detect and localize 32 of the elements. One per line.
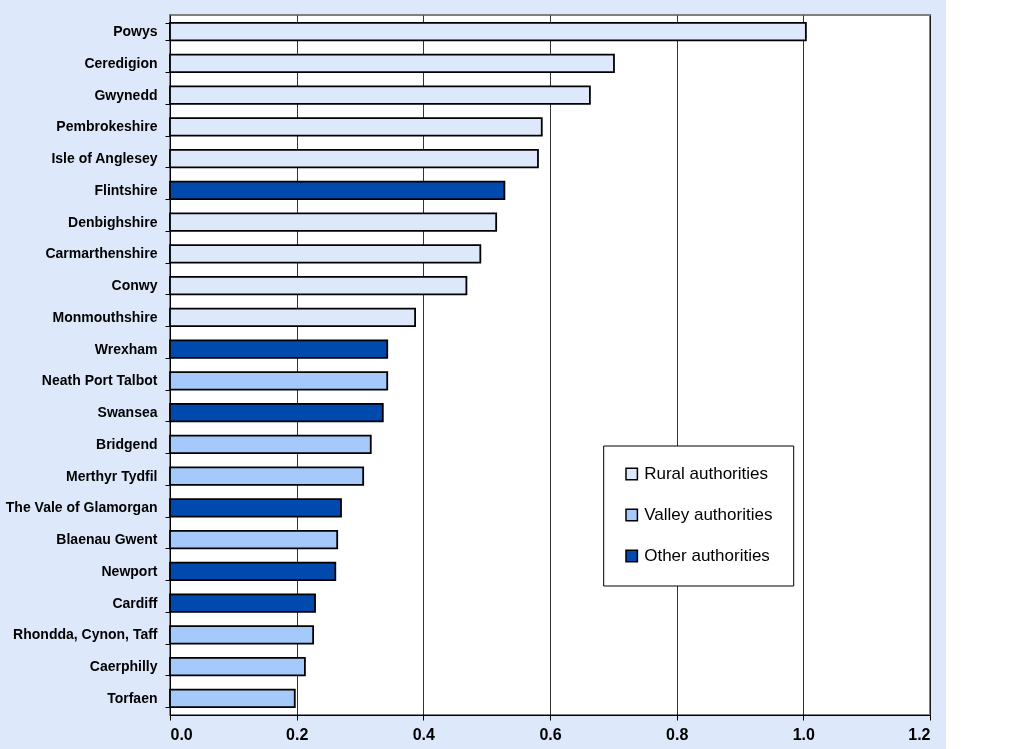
y-tick-label: Blaenau Gwent bbox=[56, 531, 158, 548]
legend-label: Rural authorities bbox=[644, 464, 768, 483]
x-tick-label: 0.0 bbox=[170, 725, 193, 743]
y-tick-label: Caerphilly bbox=[89, 658, 158, 675]
x-tick-label: 0.8 bbox=[666, 725, 689, 743]
x-tick-label: 1.0 bbox=[792, 725, 816, 743]
y-tick-label: Monmouthshire bbox=[52, 308, 158, 325]
x-tick-label: 0.2 bbox=[286, 725, 309, 743]
y-tick-label: Neath Port Talbot bbox=[41, 372, 158, 389]
x-tick-label: 0.4 bbox=[412, 725, 436, 743]
y-tick-label: Gwynedd bbox=[94, 86, 158, 103]
y-tick-label: Powys bbox=[113, 23, 158, 40]
y-tick-label: Conwy bbox=[111, 277, 158, 294]
x-tick-label: 0.6 bbox=[539, 725, 562, 743]
y-tick-label: Isle of Anglesey bbox=[51, 150, 158, 167]
y-tick-label: Denbighshire bbox=[68, 213, 158, 230]
y-tick-label: The Vale of Glamorgan bbox=[5, 499, 158, 516]
x-tick-label: 1.2 bbox=[908, 725, 931, 743]
y-tick-label: Bridgend bbox=[96, 435, 158, 452]
y-tick-label: Flintshire bbox=[94, 181, 158, 198]
y-tick-label: Rhondda, Cynon, Taff bbox=[13, 626, 158, 643]
y-tick-label: Carmarthenshire bbox=[45, 245, 158, 262]
y-tick-label: Torfaen bbox=[107, 689, 158, 706]
y-tick-label: Merthyr Tydfil bbox=[65, 467, 158, 484]
y-tick-label: Newport bbox=[101, 562, 158, 579]
y-tick-label: Ceredigion bbox=[84, 54, 158, 71]
legend-label: Other authorities bbox=[644, 546, 770, 565]
y-tick-label: Pembrokeshire bbox=[56, 118, 158, 135]
legend-label: Valley authorities bbox=[644, 505, 773, 524]
y-tick-label: Swansea bbox=[97, 404, 158, 421]
y-tick-label: Cardiff bbox=[112, 594, 158, 611]
y-tick-label: Wrexham bbox=[94, 340, 158, 357]
